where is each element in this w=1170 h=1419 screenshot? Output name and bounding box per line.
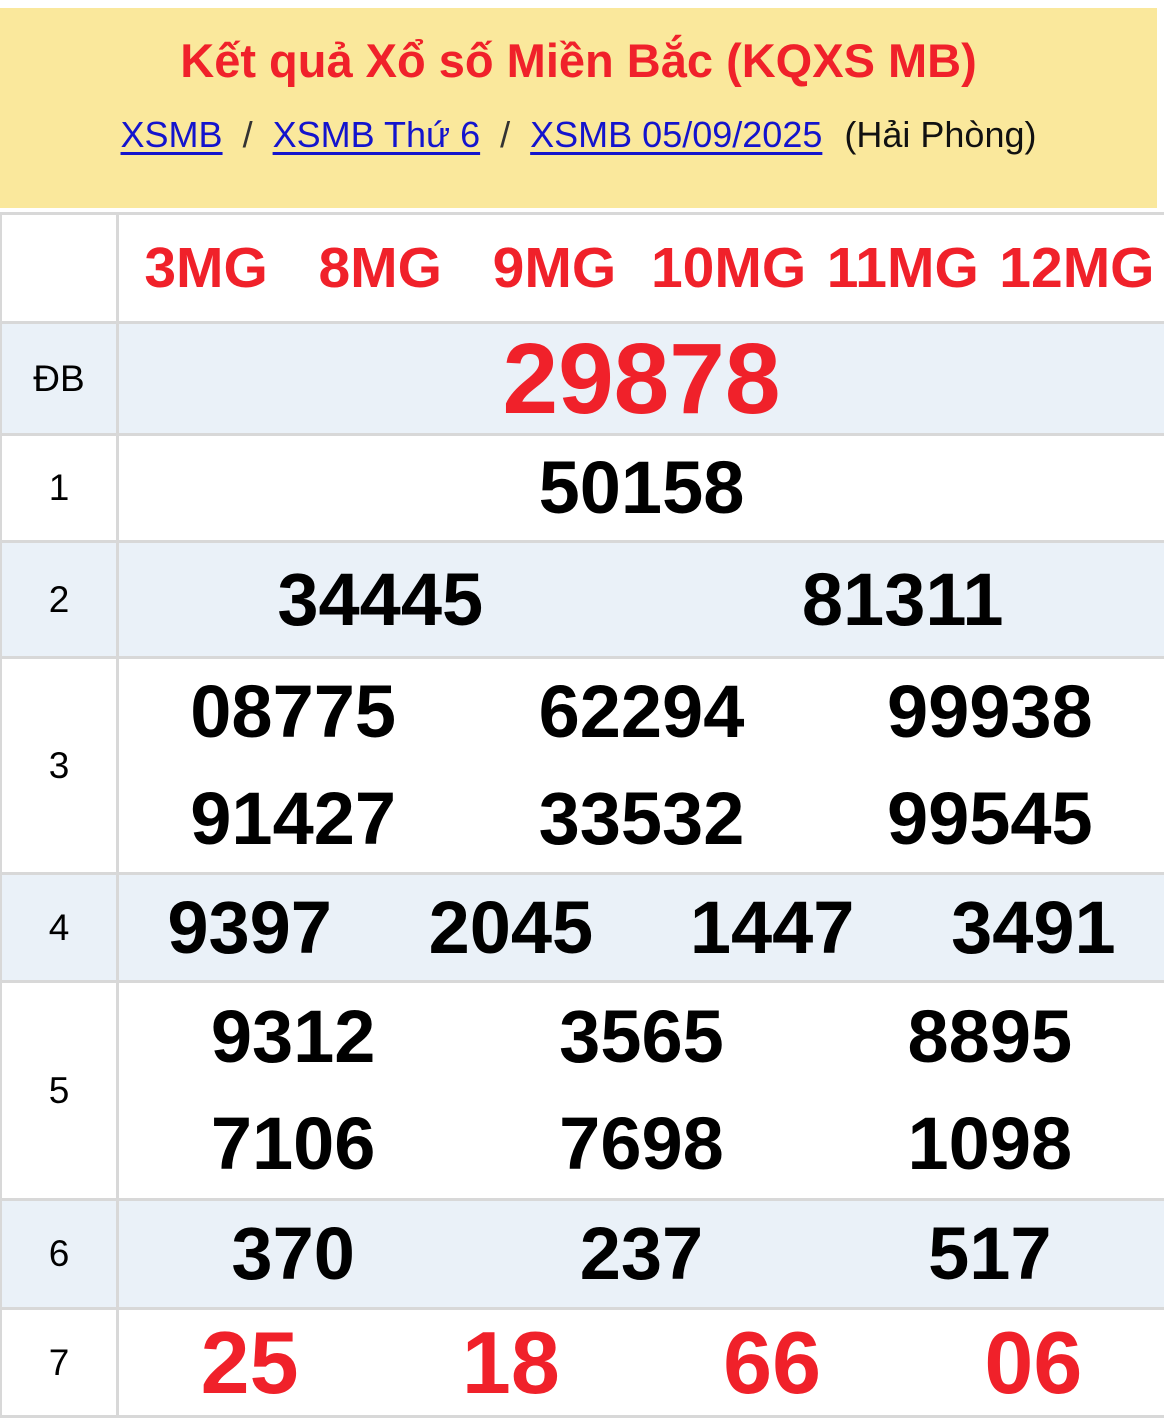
table-row-prize4: 4 9397 2045 1447 3491 [2, 872, 1164, 980]
sms-codes-cell: 3MG 8MG 9MG 10MG 11MG 12MG [119, 215, 1164, 321]
prize-values-cell: 08775 62294 99938 91427 33532 99545 [119, 659, 1164, 872]
prize-value: 91427 [190, 776, 397, 860]
prize-value: 9312 [210, 994, 376, 1078]
results-table: 3MG 8MG 9MG 10MG 11MG 12MG ĐB 29878 1 50158 2 34445… [0, 212, 1164, 1418]
breadcrumb-location: (Hải Phòng) [844, 114, 1037, 156]
prize-value: 18 [461, 1312, 560, 1412]
sms-code: 9MG [492, 235, 617, 300]
prize-value: 7698 [559, 1102, 724, 1186]
sms-code: 10MG [650, 235, 807, 300]
prize-value: 29878 [502, 322, 781, 435]
prize-values-cell: 9312 3565 8895 7106 7698 1098 [119, 983, 1164, 1198]
prize-label-db: ĐB [2, 324, 119, 433]
prize-value: 99938 [886, 670, 1093, 754]
breadcrumb-separator: / [500, 114, 511, 156]
prize-value: 370 [231, 1212, 355, 1295]
table-row-prize1: 1 50158 [2, 433, 1164, 540]
prize-value: 25 [200, 1312, 299, 1412]
prize-value: 7106 [210, 1102, 376, 1186]
prize-label-prize5: 5 [2, 983, 119, 1198]
prize-value: 2045 [428, 885, 594, 969]
page-title: Kết quả Xổ số Miền Bắc (KQXS MB) [180, 34, 977, 87]
prize-value: 237 [579, 1212, 704, 1295]
prize-values-cell: 9397 2045 1447 3491 [119, 875, 1164, 980]
table-row-prize7: 7 25 18 66 06 [2, 1307, 1164, 1415]
prize-value: 1447 [689, 885, 855, 969]
prize-value: 3491 [951, 885, 1116, 969]
prize-values-cell: 25 18 66 06 [119, 1310, 1164, 1415]
prize-value: 33532 [538, 776, 745, 860]
table-row-prize6: 6 370 237 517 [2, 1198, 1164, 1307]
prize-value: 62294 [538, 670, 745, 754]
prize-label-prize6: 6 [2, 1201, 119, 1307]
table-row-db: ĐB 29878 [2, 321, 1164, 433]
header-banner: Kết quả Xổ số Miền Bắc (KQXS MB) XSMB / … [0, 8, 1157, 208]
prize-value: 9397 [167, 885, 332, 969]
breadcrumb-link-xsmb-weekday[interactable]: XSMB Thứ 6 [272, 114, 481, 156]
sms-code: 11MG [826, 235, 979, 300]
prize-label-prize2: 2 [2, 543, 119, 656]
prize-value: 50158 [538, 446, 745, 529]
prize-values-cell: 370 237 517 [119, 1201, 1164, 1307]
sms-code: 3MG [144, 235, 268, 300]
prize-value: 66 [723, 1312, 822, 1412]
prize-value: 08775 [190, 670, 397, 754]
prize-label-prize1: 1 [2, 436, 119, 540]
table-row-sms: 3MG 8MG 9MG 10MG 11MG 12MG [2, 215, 1164, 321]
table-row-prize5: 5 9312 3565 8895 7106 7698 1098 [2, 980, 1164, 1198]
prize-value: 1098 [907, 1102, 1073, 1186]
breadcrumb-link-xsmb-date[interactable]: XSMB 05/09/2025 [530, 114, 823, 156]
prize-value: 99545 [886, 776, 1093, 860]
table-row-prize3: 3 08775 62294 99938 91427 33532 99545 [2, 656, 1164, 872]
prize-label-prize3: 3 [2, 659, 119, 872]
sms-code: 12MG [999, 235, 1155, 300]
prize-label-prize4: 4 [2, 875, 119, 980]
prize-values-cell: 50158 [119, 436, 1164, 540]
empty-label-cell [2, 215, 119, 321]
prize-label-prize7: 7 [2, 1310, 119, 1415]
prize-values-cell: 29878 [119, 324, 1164, 433]
prize-values-cell: 34445 81311 [119, 543, 1164, 656]
sms-code: 8MG [318, 235, 442, 300]
breadcrumb-link-xsmb[interactable]: XSMB [120, 114, 223, 156]
prize-value: 8895 [907, 994, 1073, 1078]
prize-value: 517 [928, 1212, 1052, 1295]
prize-value: 06 [984, 1312, 1083, 1412]
prize-value: 3565 [559, 994, 724, 1078]
prize-value: 34445 [277, 557, 484, 641]
table-row-prize2: 2 34445 81311 [2, 540, 1164, 656]
breadcrumb: XSMB / XSMB Thứ 6 / XSMB 05/09/2025 (Hải… [0, 114, 1157, 156]
breadcrumb-separator: / [242, 114, 253, 156]
prize-value: 81311 [801, 557, 1004, 641]
